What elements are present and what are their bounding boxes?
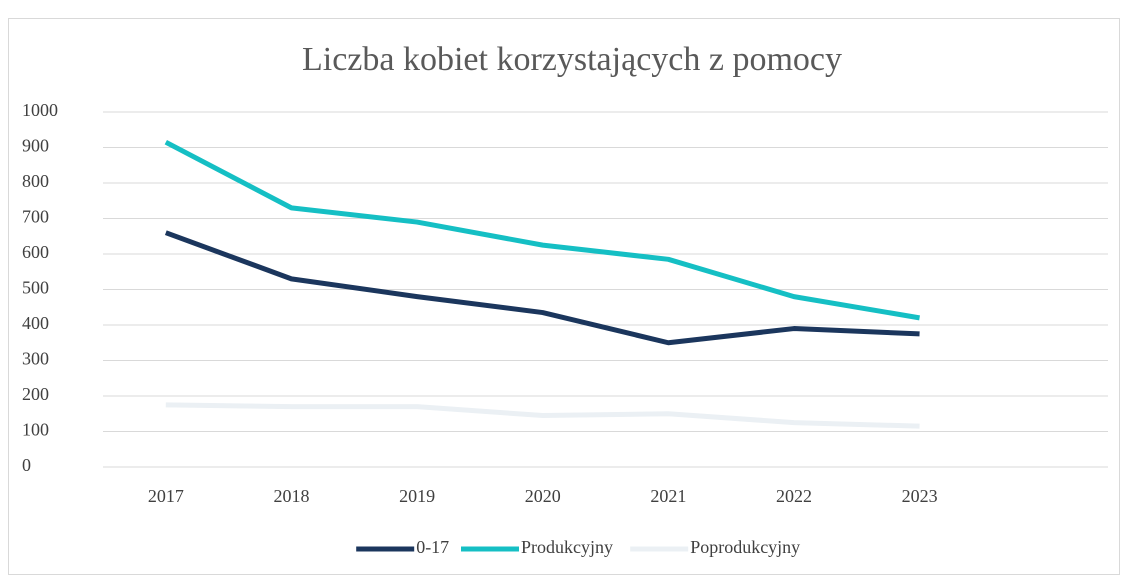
line-series	[165, 402, 920, 429]
line-series	[164, 230, 920, 346]
y-tick-label: 900	[22, 136, 49, 156]
y-tick-label: 1000	[22, 100, 58, 120]
y-tick-label: 0	[22, 455, 31, 475]
y-tick-label: 600	[22, 242, 49, 262]
x-tick-label: 2019	[399, 486, 435, 506]
y-tick-label: 800	[22, 171, 49, 191]
chart-border	[8, 18, 1120, 575]
x-tick-label: 2023	[902, 486, 938, 506]
legend-label: Poprodukcyjny	[690, 537, 800, 557]
x-tick-label: 2022	[776, 486, 812, 506]
legend-label: 0-17	[416, 537, 449, 557]
x-tick-label: 2020	[525, 486, 561, 506]
y-tick-label: 300	[22, 349, 49, 369]
y-tick-label: 400	[22, 313, 49, 333]
chart-title: Liczba kobiet korzystających z pomocy	[302, 41, 842, 78]
x-tick-label: 2018	[273, 486, 309, 506]
y-tick-label: 200	[22, 384, 49, 404]
y-tick-label: 700	[22, 207, 49, 227]
legend-label: Produkcyjny	[521, 537, 613, 557]
x-tick-label: 2021	[650, 486, 686, 506]
y-tick-label: 100	[22, 420, 49, 440]
y-tick-label: 500	[22, 278, 49, 298]
line-series	[164, 139, 920, 321]
x-tick-label: 2017	[148, 486, 184, 506]
